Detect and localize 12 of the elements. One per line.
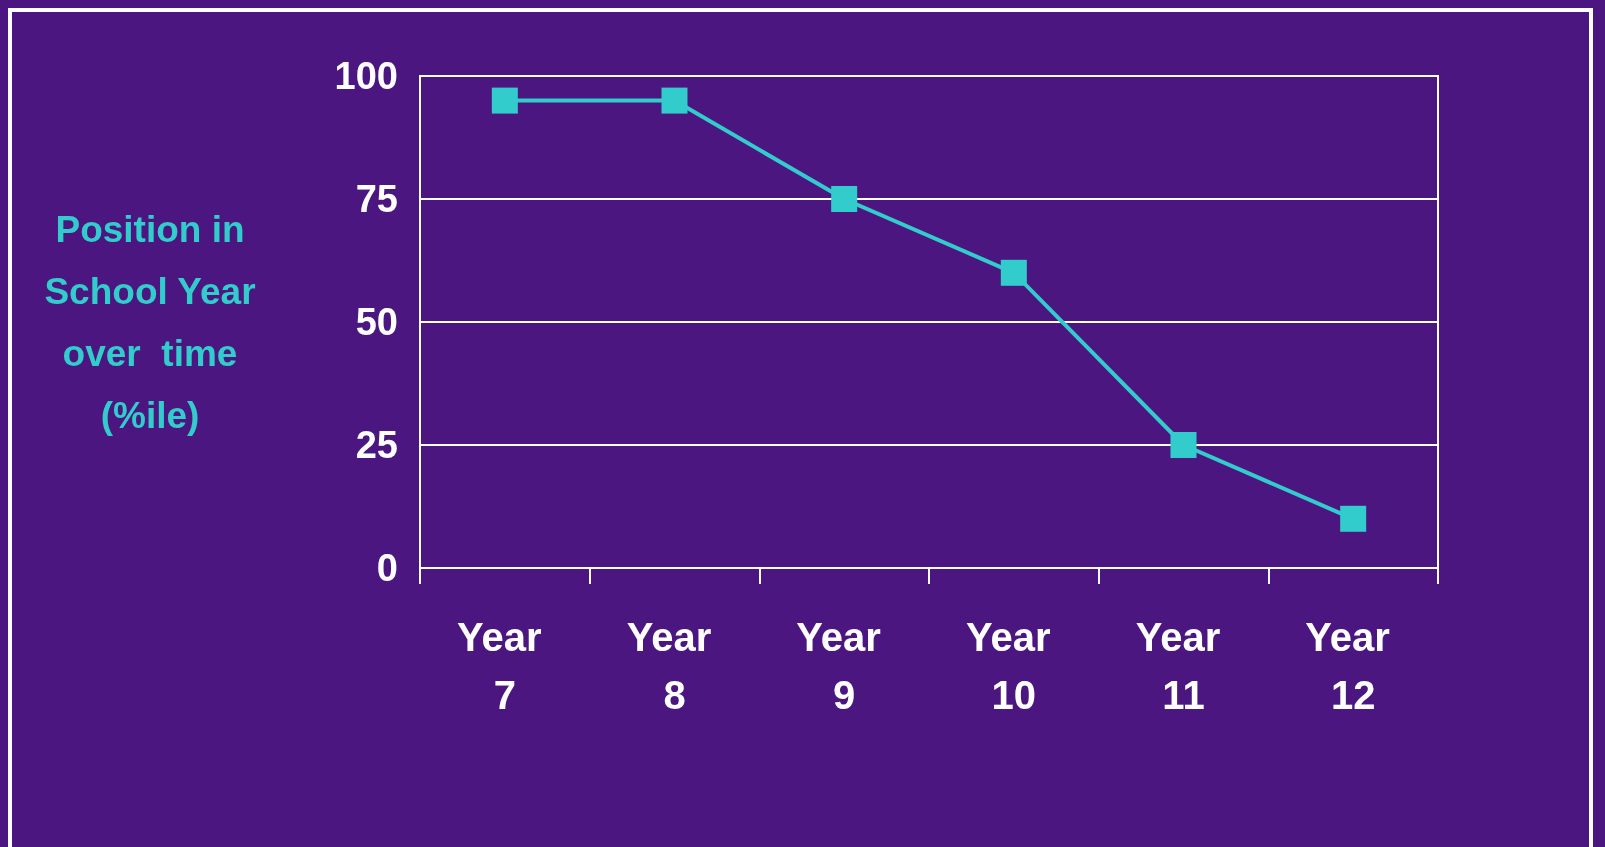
y-tick-label: 100 <box>334 55 398 97</box>
y-tick-label: 25 <box>355 424 398 466</box>
x-tick-label: Year 9 <box>796 615 892 717</box>
x-tick-label: Year 10 <box>966 615 1062 717</box>
x-tick-label: Year 11 <box>1135 615 1232 717</box>
y-tick-label: 50 <box>355 301 398 343</box>
y-tick-label: 75 <box>355 178 398 220</box>
y-axis-title: Position in School Year over time (%ile) <box>44 208 256 436</box>
x-tick-label: Year 12 <box>1305 615 1401 717</box>
x-tick-label: Year 7 <box>457 615 553 717</box>
x-tick-label: Year 8 <box>626 615 723 717</box>
y-tick-label: 0 <box>376 547 398 589</box>
